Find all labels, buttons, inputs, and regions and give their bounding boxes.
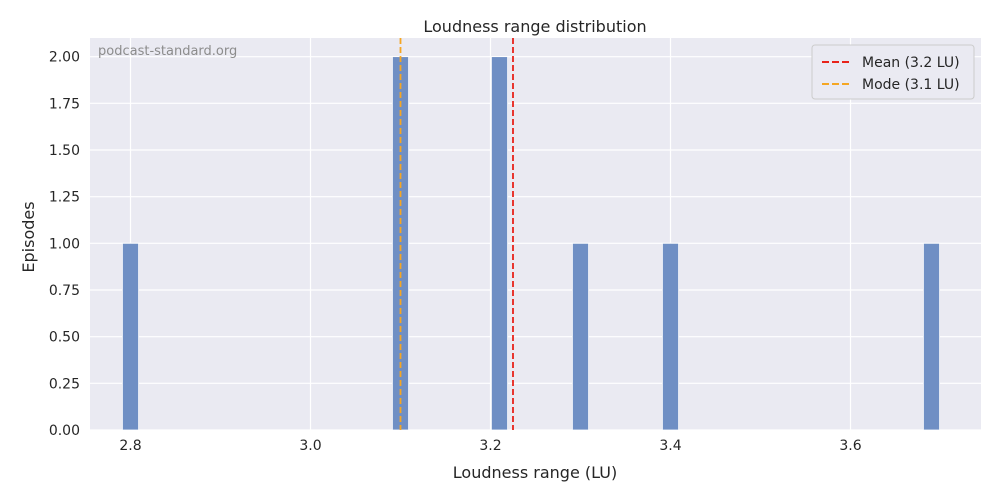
histogram-bar [923, 242, 941, 431]
histogram-bar [122, 242, 140, 431]
histogram-bar [490, 56, 508, 431]
y-tick-label: 1.75 [49, 96, 80, 112]
x-tick-label: 3.4 [659, 438, 681, 454]
legend-mode-label: Mode (3.1 LU) [862, 77, 960, 93]
y-tick-label: 0.25 [49, 376, 80, 392]
y-axis-label: Episodes [19, 201, 38, 272]
legend-box [811, 44, 975, 100]
y-tick-label: 1.25 [49, 190, 80, 206]
x-tick-label: 3.2 [479, 438, 501, 454]
x-tick-label: 3.6 [839, 438, 861, 454]
y-tick-label: 0.00 [49, 423, 80, 439]
x-axis-ticks: 2.8 3.0 3.2 3.4 3.6 [119, 438, 861, 454]
chart-title: Loudness range distribution [423, 17, 646, 36]
reference-lines [399, 38, 514, 430]
histogram-bar [572, 242, 590, 431]
y-tick-label: 0.75 [49, 283, 80, 299]
y-tick-label: 2.00 [49, 50, 80, 66]
x-tick-label: 3.0 [299, 438, 321, 454]
y-tick-label: 1.50 [49, 143, 80, 159]
y-axis-ticks: 0.00 0.25 0.50 0.75 1.00 1.25 1.50 1.75 2.00 [49, 50, 80, 439]
legend-mean-label: Mean (3.2 LU) [862, 55, 960, 71]
x-tick-label: 2.8 [119, 438, 141, 454]
watermark-text: podcast-standard.org [98, 44, 237, 59]
histogram-bar [662, 242, 680, 431]
y-tick-label: 0.50 [49, 330, 80, 346]
grid-lines [90, 38, 981, 431]
x-axis-label: Loudness range (LU) [453, 463, 617, 482]
y-tick-label: 1.00 [49, 236, 80, 252]
legend: Mean (3.2 LU) Mode (3.1 LU) [811, 44, 975, 100]
